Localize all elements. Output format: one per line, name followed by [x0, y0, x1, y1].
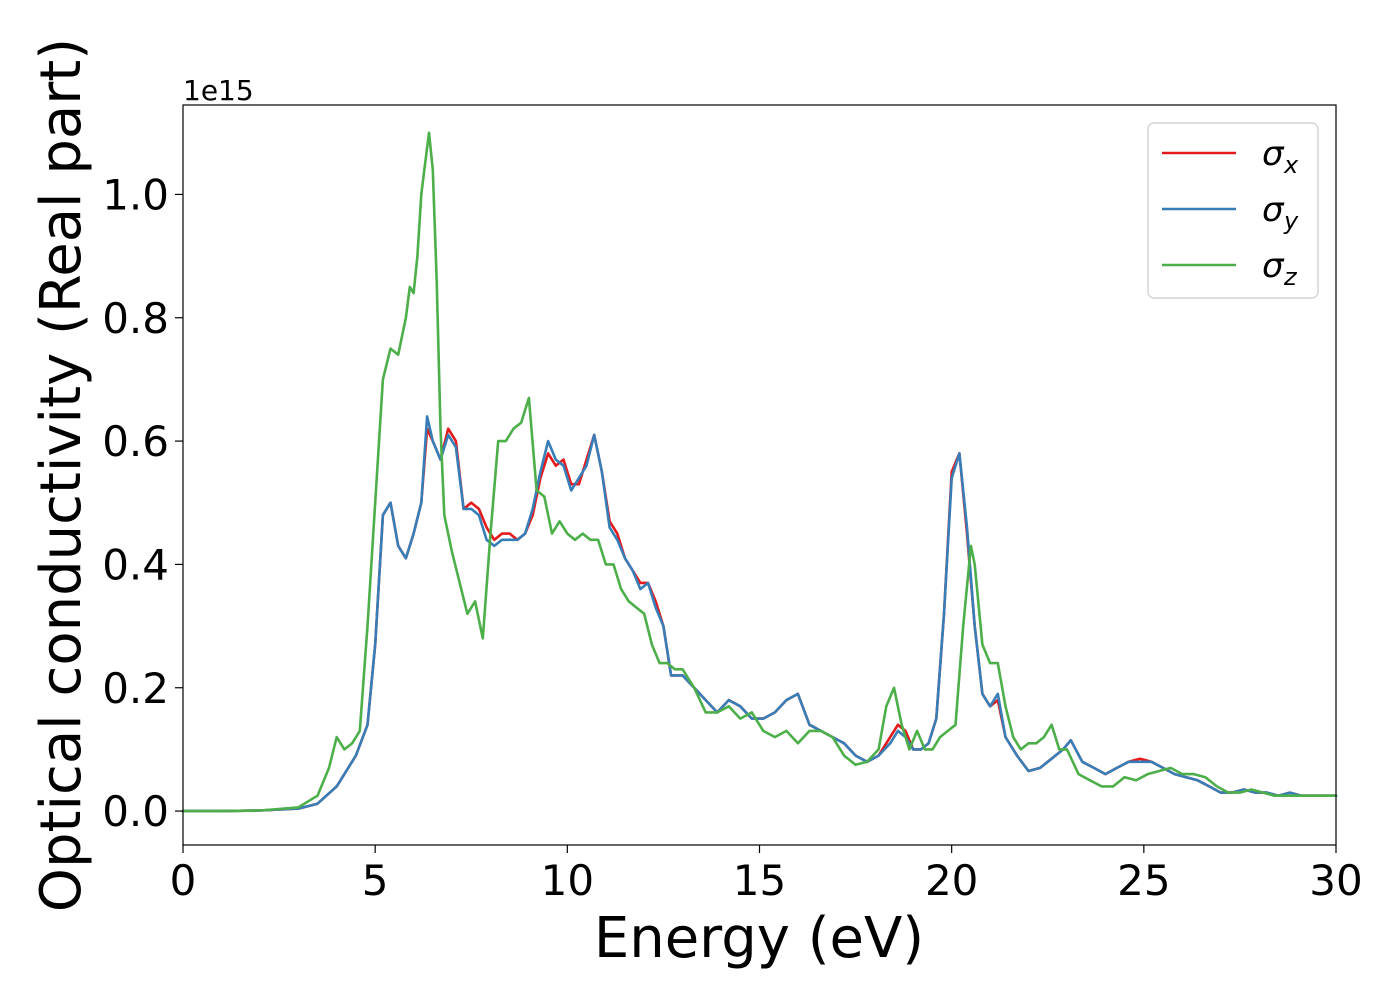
- series-line-y: [181, 415, 1338, 813]
- legend-subscript-z: z: [1283, 263, 1298, 291]
- x-tick-label: 25: [1117, 856, 1170, 905]
- y-tick-label: 0.0: [102, 787, 169, 836]
- x-tick-label: 5: [362, 856, 389, 905]
- x-tick-label: 10: [541, 856, 594, 905]
- plot-lines: [181, 131, 1338, 813]
- y-tick-label: 0.4: [102, 540, 169, 589]
- y-tick-label: 0.8: [102, 294, 169, 343]
- x-tick-label: 30: [1309, 856, 1362, 905]
- y-axis-ticks: 0.0 0.2 0.4 0.6 0.8 1.0: [102, 170, 183, 836]
- legend-label-x: σ: [1262, 134, 1285, 174]
- y-tick-label: 1.0: [102, 170, 169, 219]
- y-tick-label: 0.2: [102, 664, 169, 713]
- legend-box: [1147, 122, 1319, 299]
- y-axis-title: Optical conductivity (Real part): [29, 38, 94, 912]
- legend: σ xσ yσ z: [1147, 122, 1319, 299]
- x-tick-label: 0: [170, 856, 197, 905]
- x-axis-ticks: 0 5 10 15 20 25 30: [170, 845, 1363, 905]
- legend-label-y: σ: [1262, 190, 1285, 230]
- legend-subscript-y: y: [1283, 207, 1299, 235]
- y-tick-label: 0.6: [102, 417, 169, 466]
- legend-label-z: σ: [1262, 246, 1285, 286]
- x-axis-title: Energy (eV): [594, 906, 924, 971]
- x-tick-label: 20: [925, 856, 978, 905]
- series-line-z: [181, 131, 1338, 813]
- x-tick-label: 15: [733, 856, 786, 905]
- legend-subscript-x: x: [1283, 151, 1299, 179]
- y-offset-label: 1e15: [183, 74, 254, 107]
